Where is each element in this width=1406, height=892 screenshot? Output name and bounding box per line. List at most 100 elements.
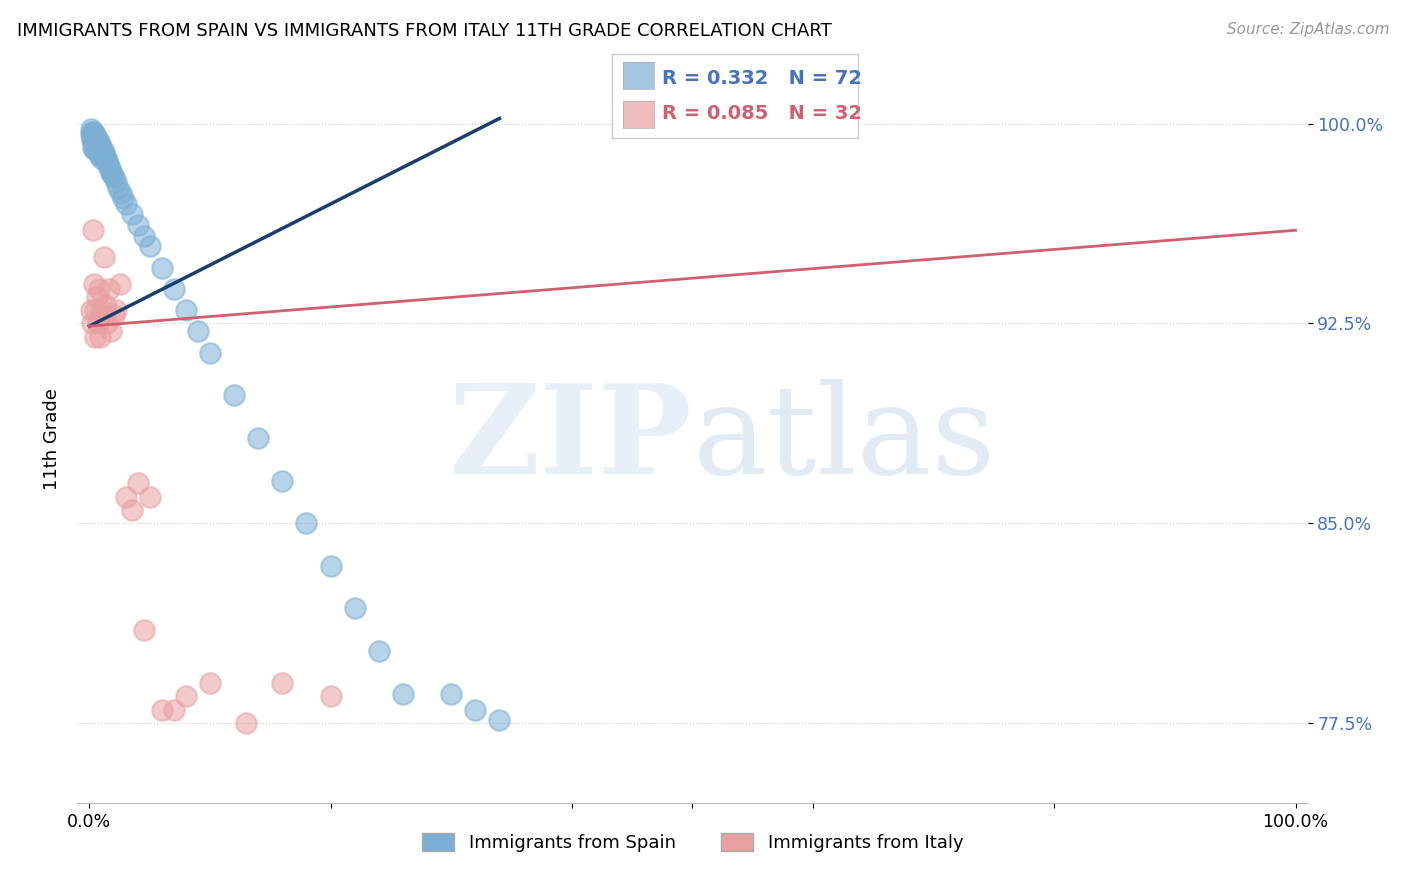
- Point: [84, 136, 107, 150]
- Point: [79, 122, 101, 136]
- Point: [79, 303, 101, 318]
- Text: Source: ZipAtlas.com: Source: ZipAtlas.com: [1226, 22, 1389, 37]
- Point: [319, 558, 342, 573]
- Point: [343, 601, 366, 615]
- Point: [87, 133, 110, 147]
- Point: [91, 149, 114, 163]
- Point: [121, 207, 143, 221]
- Point: [84, 128, 107, 142]
- Point: [90, 303, 112, 318]
- Point: [82, 141, 104, 155]
- Point: [163, 703, 186, 717]
- Point: [83, 128, 105, 142]
- Point: [108, 277, 131, 291]
- Point: [101, 167, 124, 181]
- Point: [87, 138, 110, 153]
- Point: [367, 644, 389, 658]
- Point: [96, 157, 118, 171]
- Point: [80, 317, 103, 331]
- Point: [82, 128, 104, 142]
- Point: [94, 149, 117, 163]
- Text: R = 0.332   N = 72: R = 0.332 N = 72: [662, 69, 862, 87]
- Point: [86, 136, 108, 150]
- Point: [198, 676, 221, 690]
- Point: [271, 676, 294, 690]
- Point: [104, 175, 127, 189]
- Point: [392, 687, 415, 701]
- Point: [163, 282, 186, 296]
- Point: [83, 136, 105, 150]
- Point: [110, 186, 132, 200]
- Point: [86, 141, 108, 155]
- Point: [198, 345, 221, 359]
- Point: [464, 703, 486, 717]
- Point: [83, 141, 105, 155]
- Point: [83, 277, 105, 291]
- Y-axis label: 11th Grade: 11th Grade: [42, 388, 60, 491]
- Point: [90, 152, 112, 166]
- Point: [86, 133, 108, 147]
- Point: [121, 503, 143, 517]
- Point: [127, 218, 149, 232]
- Point: [82, 130, 104, 145]
- Point: [89, 144, 111, 158]
- Point: [87, 141, 110, 155]
- Point: [87, 317, 110, 331]
- Text: R = 0.085   N = 32: R = 0.085 N = 32: [662, 104, 862, 123]
- Point: [103, 309, 125, 323]
- Text: atlas: atlas: [693, 379, 995, 500]
- Point: [100, 325, 122, 339]
- Point: [174, 303, 197, 318]
- Point: [235, 715, 257, 730]
- Point: [80, 125, 103, 139]
- Point: [90, 141, 112, 155]
- Point: [94, 298, 117, 312]
- Point: [114, 196, 136, 211]
- Point: [104, 303, 127, 318]
- Point: [187, 325, 209, 339]
- Point: [93, 250, 115, 264]
- Point: [87, 146, 110, 161]
- Point: [86, 290, 108, 304]
- Point: [84, 144, 107, 158]
- Point: [84, 138, 107, 153]
- Point: [80, 133, 103, 147]
- Point: [82, 136, 104, 150]
- Point: [91, 309, 114, 323]
- Point: [440, 687, 463, 701]
- Point: [87, 144, 110, 158]
- Point: [91, 144, 114, 158]
- Point: [80, 130, 103, 145]
- Point: [97, 282, 120, 296]
- Point: [84, 130, 107, 145]
- Point: [271, 474, 294, 488]
- Point: [174, 690, 197, 704]
- Point: [82, 223, 104, 237]
- Legend: Immigrants from Spain, Immigrants from Italy: Immigrants from Spain, Immigrants from I…: [415, 825, 970, 859]
- Point: [89, 149, 111, 163]
- Point: [87, 282, 110, 296]
- Point: [100, 164, 122, 178]
- Point: [96, 317, 118, 331]
- Point: [84, 303, 107, 318]
- Point: [138, 239, 160, 253]
- Point: [150, 260, 173, 275]
- Point: [150, 703, 173, 717]
- Point: [84, 330, 107, 344]
- Point: [114, 490, 136, 504]
- Point: [132, 623, 155, 637]
- Text: IMMIGRANTS FROM SPAIN VS IMMIGRANTS FROM ITALY 11TH GRADE CORRELATION CHART: IMMIGRANTS FROM SPAIN VS IMMIGRANTS FROM…: [17, 22, 831, 40]
- Point: [89, 330, 111, 344]
- Point: [127, 476, 149, 491]
- Point: [224, 388, 246, 402]
- Point: [132, 228, 155, 243]
- Point: [103, 169, 125, 184]
- Point: [90, 146, 112, 161]
- Point: [89, 138, 111, 153]
- Point: [84, 133, 107, 147]
- Point: [319, 690, 342, 704]
- Point: [96, 154, 118, 169]
- Point: [107, 180, 129, 194]
- Point: [93, 146, 115, 161]
- Point: [87, 136, 110, 150]
